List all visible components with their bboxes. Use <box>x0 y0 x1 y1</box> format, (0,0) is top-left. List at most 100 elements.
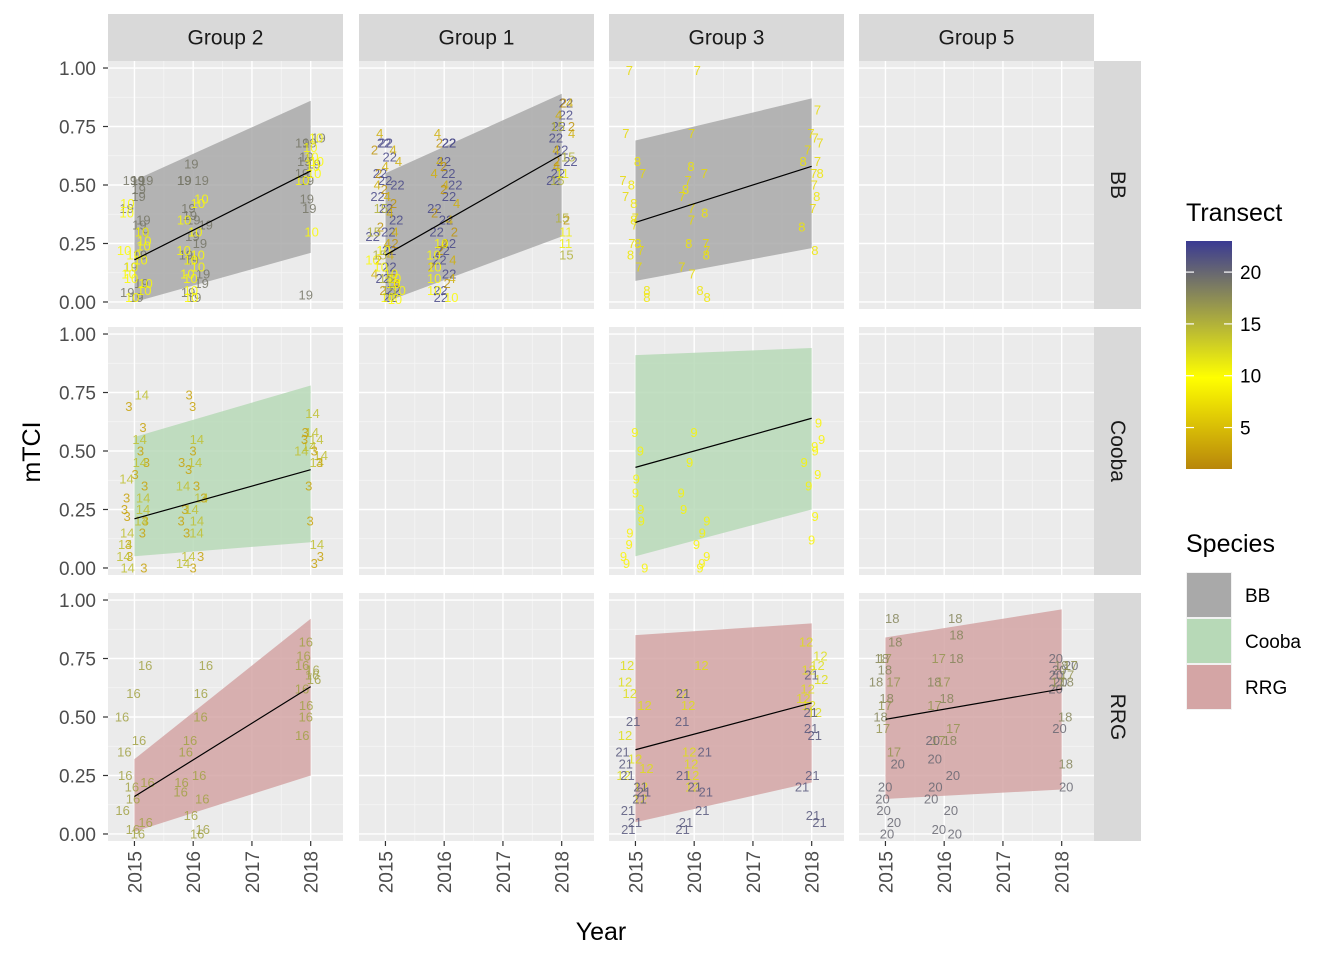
data-point: 14 <box>310 455 324 470</box>
data-point: 16 <box>138 815 152 830</box>
data-point: 9 <box>637 502 644 517</box>
data-point: 21 <box>675 822 689 837</box>
data-point: 18 <box>885 611 899 626</box>
data-point: 8 <box>800 154 807 169</box>
data-point: 7 <box>631 217 638 232</box>
data-point: 18 <box>943 733 957 748</box>
data-point: 18 <box>888 635 902 650</box>
data-point: 22 <box>376 271 390 286</box>
data-point: 3 <box>193 479 200 494</box>
prediction-band <box>134 618 311 832</box>
data-point: 17 <box>927 698 941 713</box>
data-point: 17 <box>878 698 892 713</box>
data-point: 12 <box>800 681 814 696</box>
data-point: 20 <box>1049 667 1063 682</box>
data-point: 22 <box>448 178 462 193</box>
strip-label: Group 1 <box>439 27 515 50</box>
data-point: 22 <box>442 135 456 150</box>
data-point: 16 <box>194 686 208 701</box>
data-point: 7 <box>688 126 695 141</box>
data-point: 16 <box>299 635 313 650</box>
data-point: 3 <box>183 525 190 540</box>
data-point: 22 <box>382 259 396 274</box>
strip-background <box>1094 61 1141 309</box>
data-point: 16 <box>131 826 145 841</box>
data-point: 4 <box>442 178 449 193</box>
strip-label: RRG <box>1106 694 1129 741</box>
x-tick-label: 2018 <box>302 851 323 893</box>
colorbar-tick-label: 20 <box>1240 263 1261 284</box>
strip-background <box>609 14 844 61</box>
data-point: 4 <box>436 154 443 169</box>
data-point: 10 <box>138 276 152 291</box>
colorbar-tick-label: 15 <box>1240 315 1261 336</box>
data-point: 7 <box>632 210 639 225</box>
data-point: 4 <box>387 248 394 263</box>
data-point: 7 <box>701 166 708 181</box>
data-point: 19 <box>177 173 191 188</box>
key-swatch <box>1187 619 1231 663</box>
y-tick-label: 0.25 <box>59 766 96 787</box>
data-point: 21 <box>628 815 642 830</box>
data-point: 2 <box>391 236 398 251</box>
data-point: 19 <box>300 192 314 207</box>
data-point: 22 <box>432 252 446 267</box>
data-point: 8 <box>811 243 818 258</box>
data-point: 14 <box>134 387 148 402</box>
prediction-band <box>635 98 812 281</box>
data-point: 18 <box>879 691 893 706</box>
data-point: 14 <box>116 549 130 564</box>
trend-line <box>635 702 812 751</box>
data-point: 2 <box>375 166 382 181</box>
data-point: 9 <box>698 556 705 571</box>
data-point: 9 <box>631 425 638 440</box>
data-point: 15 <box>367 224 381 239</box>
data-point: 18 <box>873 710 887 725</box>
data-point: 8 <box>685 236 692 251</box>
data-point: 16 <box>138 658 152 673</box>
data-point: 2 <box>428 259 435 274</box>
data-point: 3 <box>125 399 132 414</box>
data-point: 12 <box>633 791 647 806</box>
data-point: 19 <box>131 173 145 188</box>
data-point: 12 <box>618 728 632 743</box>
y-tick-label: 0.00 <box>59 559 96 580</box>
x-tick-label: 2015 <box>125 851 146 893</box>
trend-line <box>134 170 311 261</box>
data-point: 18 <box>949 628 963 643</box>
data-point: 20 <box>880 826 894 841</box>
data-point: 2 <box>436 243 443 258</box>
data-point: 16 <box>295 658 309 673</box>
data-point: 12 <box>814 672 828 687</box>
data-point: 10 <box>426 248 440 263</box>
data-point: 8 <box>627 248 634 263</box>
colorbar-tick-label: 10 <box>1240 367 1261 388</box>
data-point: 22 <box>377 135 391 150</box>
data-point: 9 <box>620 549 627 564</box>
data-point: 12 <box>618 674 632 689</box>
data-point: 4 <box>374 178 381 193</box>
data-point: 16 <box>299 698 313 713</box>
data-point: 2 <box>451 224 458 239</box>
prediction-band <box>134 100 311 302</box>
strip-background <box>1094 593 1141 841</box>
data-point: 10 <box>124 271 138 286</box>
prediction-band <box>134 385 311 557</box>
data-point: 9 <box>808 532 815 547</box>
data-point: 7 <box>816 135 823 150</box>
data-point: 20 <box>924 791 938 806</box>
data-point: 19 <box>129 290 143 305</box>
strip-label: Group 2 <box>188 27 264 50</box>
data-point: 9 <box>690 425 697 440</box>
y-tick-label: 0.50 <box>59 708 96 729</box>
data-point: 19 <box>186 213 200 228</box>
data-point: 3 <box>143 455 150 470</box>
data-point: 8 <box>701 206 708 221</box>
data-point: 7 <box>694 63 701 78</box>
trend-line <box>134 686 312 798</box>
data-point: 14 <box>176 479 190 494</box>
data-point: 17 <box>931 651 945 666</box>
data-point: 22 <box>370 189 384 204</box>
data-point: 9 <box>632 486 639 501</box>
